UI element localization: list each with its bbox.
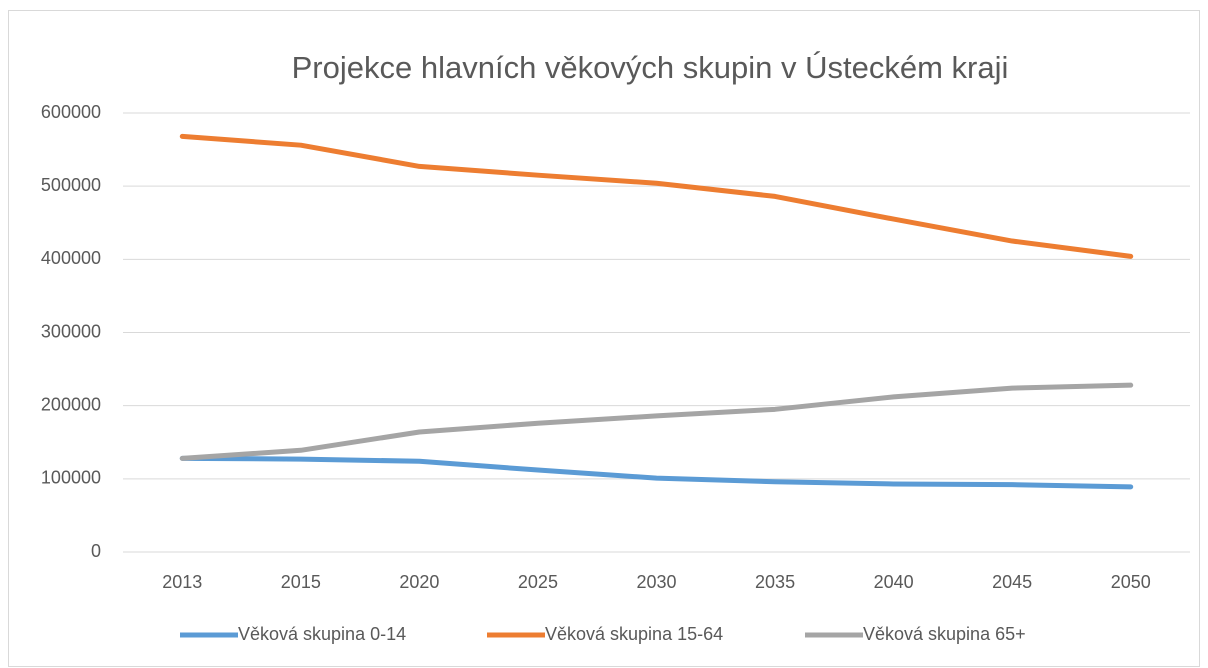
chart-border	[8, 10, 1200, 667]
y-tick-label: 500000	[41, 175, 101, 195]
x-tick-label: 2035	[755, 572, 795, 592]
x-tick-label: 2040	[874, 572, 914, 592]
y-tick-label: 300000	[41, 321, 101, 341]
x-tick-label: 2020	[399, 572, 439, 592]
series-line	[179, 133, 1134, 259]
y-tick-label: 600000	[41, 102, 101, 122]
y-tick-label: 100000	[41, 468, 101, 488]
chart-title: Projekce hlavních věkových skupin v Úste…	[292, 50, 1009, 85]
legend-label: Věková skupina 65+	[863, 624, 1026, 644]
x-tick-label: 2015	[281, 572, 321, 592]
series-line	[179, 382, 1134, 461]
y-tick-label: 200000	[41, 394, 101, 414]
x-tick-label: 2050	[1111, 572, 1151, 592]
x-tick-label: 2030	[636, 572, 676, 592]
x-tick-label: 2045	[992, 572, 1032, 592]
y-tick-label: 400000	[41, 248, 101, 268]
y-tick-label: 0	[91, 541, 101, 561]
legend-label: Věková skupina 0-14	[238, 624, 406, 644]
x-tick-label: 2013	[162, 572, 202, 592]
series-line	[179, 455, 1134, 490]
x-tick-label: 2025	[518, 572, 558, 592]
legend-label: Věková skupina 15-64	[545, 624, 723, 644]
